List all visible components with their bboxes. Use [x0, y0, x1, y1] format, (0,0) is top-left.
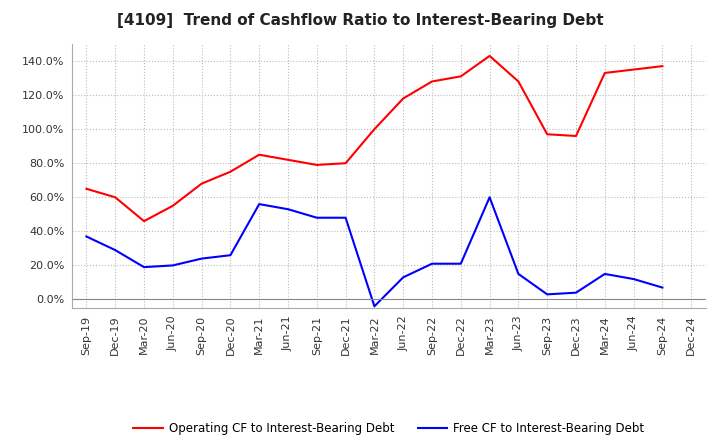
Free CF to Interest-Bearing Debt	[226, 253, 235, 258]
Free CF to Interest-Bearing Debt	[197, 256, 206, 261]
Operating CF to Interest-Bearing Debt	[399, 96, 408, 101]
Free CF to Interest-Bearing Debt	[543, 292, 552, 297]
Operating CF to Interest-Bearing Debt	[600, 70, 609, 76]
Free CF to Interest-Bearing Debt	[111, 247, 120, 253]
Operating CF to Interest-Bearing Debt	[658, 63, 667, 69]
Operating CF to Interest-Bearing Debt	[284, 157, 292, 162]
Legend: Operating CF to Interest-Bearing Debt, Free CF to Interest-Bearing Debt: Operating CF to Interest-Bearing Debt, F…	[129, 417, 649, 440]
Operating CF to Interest-Bearing Debt	[456, 74, 465, 79]
Operating CF to Interest-Bearing Debt	[82, 186, 91, 191]
Operating CF to Interest-Bearing Debt	[629, 67, 638, 72]
Text: [4109]  Trend of Cashflow Ratio to Interest-Bearing Debt: [4109] Trend of Cashflow Ratio to Intere…	[117, 13, 603, 28]
Free CF to Interest-Bearing Debt	[658, 285, 667, 290]
Free CF to Interest-Bearing Debt	[399, 275, 408, 280]
Free CF to Interest-Bearing Debt	[600, 271, 609, 277]
Free CF to Interest-Bearing Debt	[312, 215, 321, 220]
Free CF to Interest-Bearing Debt	[572, 290, 580, 295]
Free CF to Interest-Bearing Debt	[485, 194, 494, 200]
Free CF to Interest-Bearing Debt	[370, 304, 379, 309]
Operating CF to Interest-Bearing Debt	[572, 133, 580, 139]
Line: Operating CF to Interest-Bearing Debt: Operating CF to Interest-Bearing Debt	[86, 56, 662, 221]
Free CF to Interest-Bearing Debt	[428, 261, 436, 266]
Line: Free CF to Interest-Bearing Debt: Free CF to Interest-Bearing Debt	[86, 197, 662, 306]
Operating CF to Interest-Bearing Debt	[197, 181, 206, 186]
Free CF to Interest-Bearing Debt	[456, 261, 465, 266]
Operating CF to Interest-Bearing Debt	[370, 127, 379, 132]
Operating CF to Interest-Bearing Debt	[543, 132, 552, 137]
Operating CF to Interest-Bearing Debt	[255, 152, 264, 158]
Operating CF to Interest-Bearing Debt	[428, 79, 436, 84]
Free CF to Interest-Bearing Debt	[168, 263, 177, 268]
Free CF to Interest-Bearing Debt	[514, 271, 523, 277]
Operating CF to Interest-Bearing Debt	[341, 161, 350, 166]
Free CF to Interest-Bearing Debt	[629, 276, 638, 282]
Operating CF to Interest-Bearing Debt	[485, 53, 494, 59]
Operating CF to Interest-Bearing Debt	[226, 169, 235, 174]
Operating CF to Interest-Bearing Debt	[168, 203, 177, 209]
Free CF to Interest-Bearing Debt	[341, 215, 350, 220]
Operating CF to Interest-Bearing Debt	[140, 219, 148, 224]
Free CF to Interest-Bearing Debt	[82, 234, 91, 239]
Free CF to Interest-Bearing Debt	[255, 202, 264, 207]
Operating CF to Interest-Bearing Debt	[514, 79, 523, 84]
Operating CF to Interest-Bearing Debt	[111, 194, 120, 200]
Free CF to Interest-Bearing Debt	[284, 206, 292, 212]
Free CF to Interest-Bearing Debt	[140, 264, 148, 270]
Operating CF to Interest-Bearing Debt	[312, 162, 321, 168]
